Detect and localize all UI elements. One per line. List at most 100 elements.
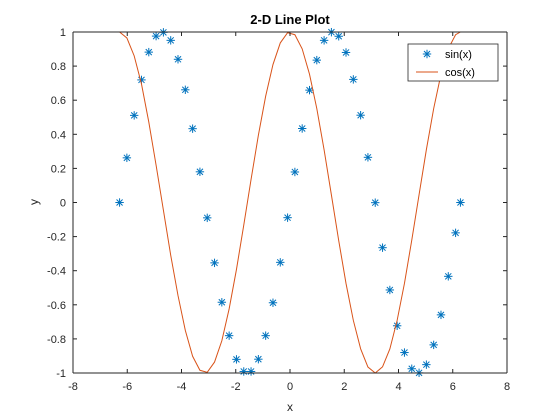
asterisk-stroke (181, 86, 189, 94)
asterisk-stroke (335, 32, 343, 40)
asterisk-stroke (349, 76, 357, 83)
data-point (392, 321, 402, 330)
data-point (305, 85, 314, 95)
y-tick-label: 0.6 (51, 95, 66, 107)
legend-entry-sin: sin(x) (422, 49, 472, 61)
ticks: -8 -6 -4 -2 0 2 4 6 8 -1 -0.8 -0.6 -0.4 -0.2 0 0.2 0.4 0.… (47, 27, 510, 393)
asterisk-stroke (457, 199, 464, 206)
x-axis-label: x (287, 400, 293, 414)
asterisk-stroke (444, 272, 452, 280)
asterisk-stroke (364, 153, 372, 161)
data-point (115, 198, 124, 207)
chart-title: 2-D Line Plot (250, 12, 330, 27)
x-tick-label: 6 (450, 381, 456, 393)
data-point (334, 32, 343, 41)
data-point (400, 348, 409, 357)
y-tick-label: 1 (60, 27, 66, 39)
x-tick-label: -6 (122, 381, 132, 393)
asterisk-stroke (284, 214, 291, 222)
legend-label-cos: cos(x) (445, 67, 475, 79)
y-tick-label: -0.8 (47, 334, 66, 346)
data-point (246, 367, 256, 376)
asterisk-stroke (116, 199, 123, 206)
asterisk-stroke (225, 332, 233, 340)
data-point (239, 367, 248, 376)
asterisk-stroke (196, 168, 204, 176)
y-tick-label: 0 (60, 198, 66, 210)
asterisk-stroke (422, 361, 430, 369)
asterisk-stroke (401, 349, 408, 356)
y-axis-label: y (27, 199, 41, 205)
data-point (378, 243, 387, 252)
asterisk-stroke (423, 50, 431, 58)
data-point (129, 111, 139, 120)
data-point (181, 85, 190, 94)
data-point (224, 331, 234, 340)
asterisk-stroke (211, 259, 218, 267)
legend-asterisk (422, 49, 432, 59)
data-point (188, 124, 197, 133)
y-tick-label: -0.6 (47, 300, 66, 312)
data-point (385, 285, 395, 295)
legend-label-sin: sin(x) (445, 49, 472, 61)
asterisk-stroke (262, 332, 270, 340)
plot-area (73, 32, 507, 373)
asterisk-stroke (152, 32, 160, 40)
asterisk-stroke (123, 154, 131, 162)
data-point (363, 153, 373, 162)
legend: sin(x) cos(x) (407, 43, 499, 82)
asterisk-stroke (437, 311, 445, 319)
data-point (261, 331, 270, 340)
data-point (151, 31, 161, 41)
asterisk-stroke (408, 365, 416, 373)
asterisk-stroke (269, 299, 277, 307)
asterisk-stroke (371, 199, 379, 207)
data-point (254, 354, 263, 364)
y-tick-label: 0.2 (51, 163, 66, 175)
data-point (290, 167, 300, 177)
x-tick-label: 2 (341, 381, 347, 393)
y-tick-label: 0.8 (51, 61, 66, 73)
x-tick-label: 0 (287, 381, 293, 393)
asterisk-stroke (189, 125, 196, 133)
asterisk-stroke (452, 229, 459, 237)
y-tick-label: -0.2 (47, 232, 66, 244)
asterisk-stroke (291, 168, 299, 176)
data-point (232, 355, 241, 364)
data-point (203, 213, 212, 223)
asterisk-stroke (276, 258, 284, 266)
x-tick-label: -8 (68, 381, 78, 393)
asterisk-stroke (174, 55, 182, 63)
legend-box (407, 43, 499, 82)
x-tick-label: -2 (231, 381, 241, 393)
asterisk-stroke (357, 111, 365, 119)
data-point (451, 228, 460, 238)
asterisk-stroke (254, 355, 262, 363)
asterisk-stroke (342, 49, 350, 56)
data-point (341, 48, 351, 57)
data-point (319, 36, 329, 45)
asterisk-stroke (130, 111, 138, 119)
asterisk-stroke (320, 36, 328, 44)
data-point (356, 111, 365, 120)
y-tick-label: -0.4 (47, 266, 66, 278)
data-point (268, 298, 278, 307)
data-point (349, 75, 358, 84)
legend-asterisk-marker (422, 49, 432, 59)
series-line-cos (119, 31, 461, 374)
axes (73, 32, 507, 373)
data-point (283, 213, 292, 222)
data-point (173, 55, 183, 64)
data-point (429, 340, 438, 350)
y-tick-label: -1 (56, 368, 66, 380)
x-tick-label: 8 (504, 381, 510, 393)
data-point (444, 272, 453, 281)
asterisk-stroke (379, 244, 386, 252)
data-point (122, 153, 132, 163)
x-tick-label: -4 (177, 381, 187, 393)
data-point (276, 258, 285, 267)
data-point (312, 55, 321, 65)
asterisk-stroke (218, 298, 226, 306)
data-point (210, 258, 219, 268)
